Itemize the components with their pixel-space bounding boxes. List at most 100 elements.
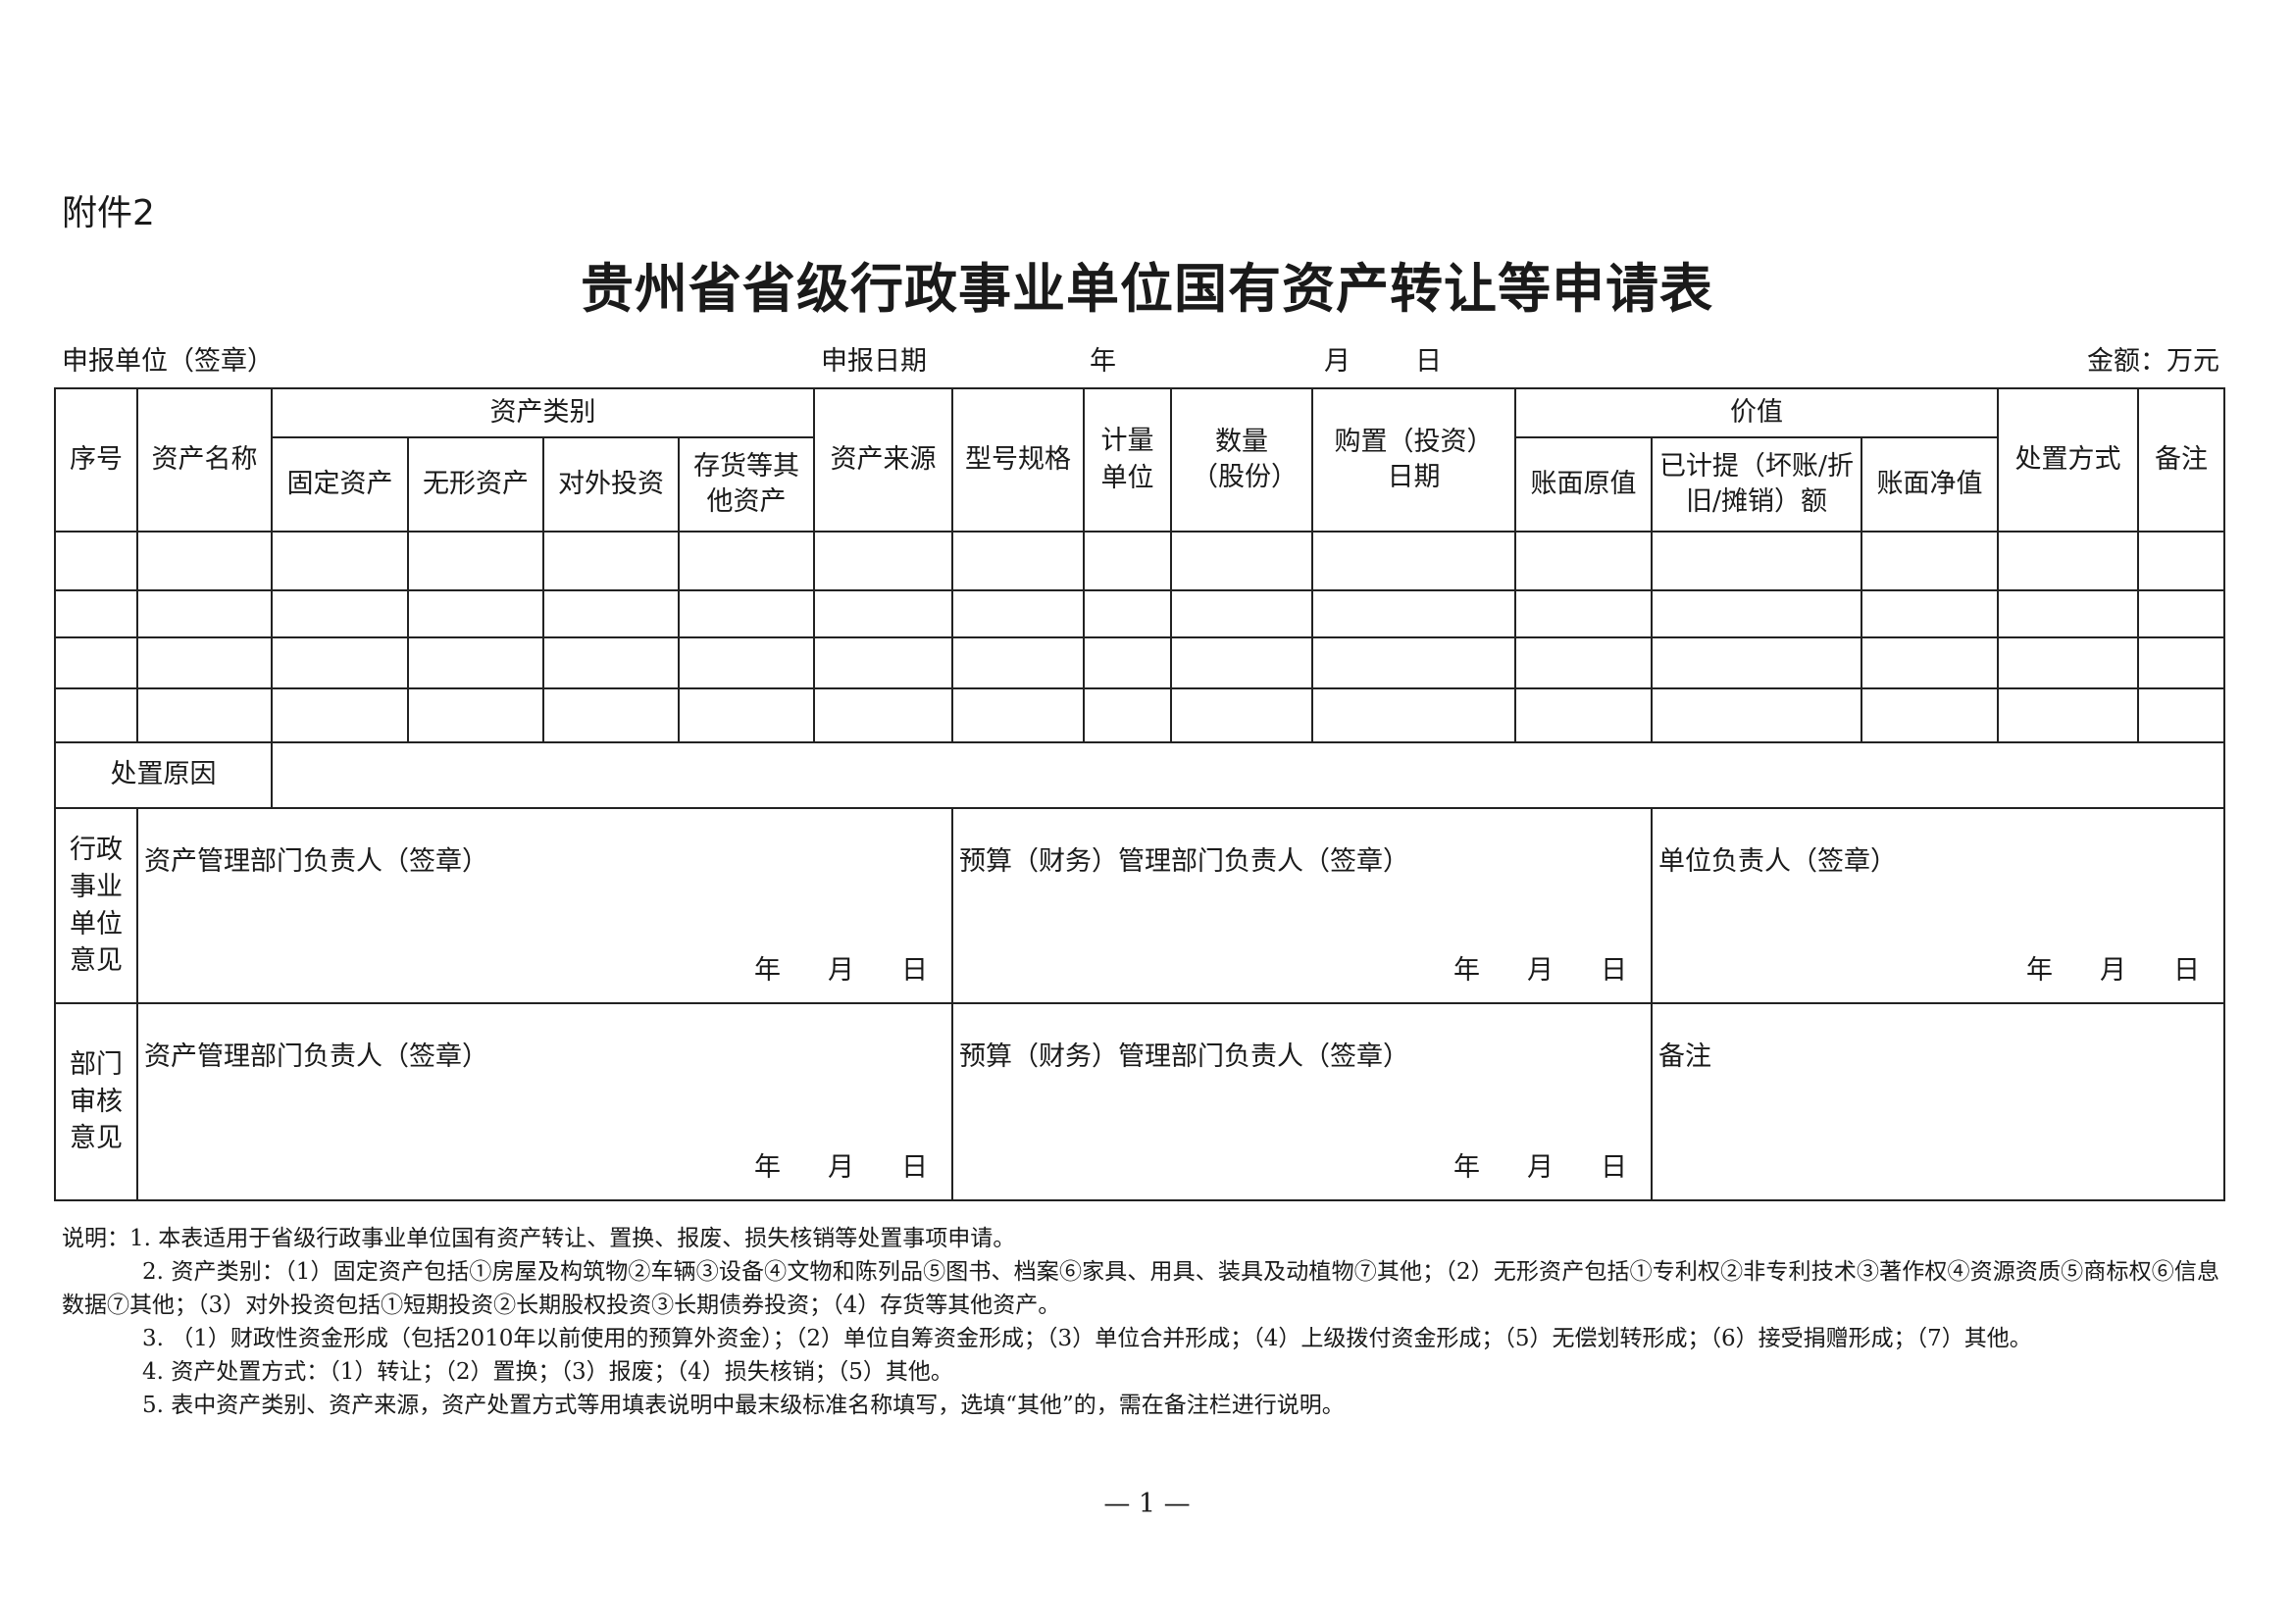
header-value: 价值 (1513, 387, 2000, 438)
table-cell[interactable] (1651, 636, 1862, 689)
header-model-spec: 型号规格 (951, 387, 1085, 533)
table-cell[interactable] (813, 687, 953, 743)
table-cell[interactable] (407, 589, 544, 638)
unit-asset-mgmt-signature[interactable]: 资产管理部门负责人（签章） 年月日 (136, 807, 953, 1004)
table-cell[interactable] (1170, 687, 1313, 743)
table-cell[interactable] (54, 636, 138, 689)
table-cell[interactable] (1311, 636, 1516, 689)
table-cell[interactable] (271, 589, 409, 638)
table-cell[interactable] (951, 687, 1085, 743)
table-cell[interactable] (1083, 687, 1172, 743)
table-cell[interactable] (2137, 589, 2226, 638)
table-cell[interactable] (407, 687, 544, 743)
table-cell[interactable] (1170, 636, 1313, 689)
table-cell[interactable] (1083, 531, 1172, 591)
table-cell[interactable] (542, 687, 680, 743)
signature-date: 年月日 (1453, 1151, 1627, 1183)
form-title: 贵州省省级行政事业单位国有资产转让等申请表 (581, 257, 1713, 320)
table-cell[interactable] (1170, 589, 1313, 638)
dept-budget-mgmt-signature[interactable]: 预算（财务）管理部门负责人（签章） 年月日 (951, 1002, 1653, 1201)
table-cell[interactable] (1083, 636, 1172, 689)
table-cell[interactable] (54, 589, 138, 638)
table-cell[interactable] (1997, 589, 2140, 638)
table-cell[interactable] (407, 531, 544, 591)
attachment-label: 附件2 (62, 193, 155, 233)
table-cell[interactable] (678, 589, 815, 638)
table-cell[interactable] (1651, 589, 1862, 638)
table-cell[interactable] (1170, 531, 1313, 591)
table-cell[interactable] (951, 531, 1085, 591)
table-cell[interactable] (542, 531, 680, 591)
note-4: 4. 资产处置方式：（1）转让；（2）置换；（3）报废；（4）损失核销；（5）其… (142, 1359, 953, 1385)
disposal-reason-row: 处置原因 (54, 741, 2226, 809)
table-cell[interactable] (1311, 589, 1516, 638)
table-cell[interactable] (1651, 531, 1862, 591)
table-cell[interactable] (678, 636, 815, 689)
table-cell[interactable] (1860, 687, 2000, 743)
table-cell[interactable] (1514, 687, 1653, 743)
table-cell[interactable] (271, 687, 409, 743)
table-cell[interactable] (2137, 636, 2226, 689)
table-cell[interactable] (1311, 531, 1516, 591)
table-cell[interactable] (271, 531, 409, 591)
signature-date: 年月日 (754, 954, 928, 986)
table-cell[interactable] (1514, 636, 1653, 689)
table-row (54, 531, 2226, 591)
note-3: 3. （1）财政性资金形成（包括2010年以前使用的预算外资金）；（2）单位自筹… (142, 1326, 2032, 1351)
disposal-reason-field[interactable] (270, 741, 2226, 809)
remarks-label: 备注 (1658, 1041, 1711, 1072)
table-cell[interactable] (271, 636, 409, 689)
table-cell[interactable] (542, 636, 680, 689)
table-cell[interactable] (1083, 589, 1172, 638)
table-cell[interactable] (1860, 636, 2000, 689)
table-cell[interactable] (813, 589, 953, 638)
table-cell[interactable] (678, 687, 815, 743)
header-book-net: 账面净值 (1860, 436, 2000, 533)
table-cell[interactable] (54, 531, 138, 591)
header-row-2: 固定资产 无形资产 对外投资 存货等其他资产 账面原值 已计提（坏账/折旧/摊销… (55, 436, 2224, 533)
date-day-label: 日 (1415, 346, 1442, 377)
table-cell[interactable] (136, 636, 273, 689)
signature-label: 资产管理部门负责人（签章） (144, 1041, 488, 1072)
note-5: 5. 表中资产类别、资产来源，资产处置方式等用填表说明中最末级标准名称填写，选填… (142, 1393, 1345, 1418)
unit-opinion-row: 行政事业单位意见 资产管理部门负责人（签章） 年月日 预算（财务）管理部门负责人… (54, 807, 2226, 1004)
unit-opinion-label: 行政事业单位意见 (54, 807, 138, 1004)
dept-remarks[interactable]: 备注 (1650, 1002, 2226, 1201)
table-cell[interactable] (813, 531, 953, 591)
header-row-1: 序号 资产名称 资产类别 资产来源 型号规格 计量单位 数量（股份） 购置（投资… (54, 387, 2226, 533)
table-cell[interactable] (54, 687, 138, 743)
application-form-table: 序号 资产名称 资产类别 资产来源 型号规格 计量单位 数量（股份） 购置（投资… (54, 387, 2226, 1201)
table-cell[interactable] (136, 589, 273, 638)
header-asset-name: 资产名称 (136, 387, 273, 533)
table-cell[interactable] (1997, 687, 2140, 743)
table-cell[interactable] (1860, 589, 2000, 638)
table-cell[interactable] (2137, 687, 2226, 743)
table-cell[interactable] (951, 636, 1085, 689)
table-cell[interactable] (1651, 687, 1862, 743)
table-cell[interactable] (1311, 687, 1516, 743)
table-cell[interactable] (951, 589, 1085, 638)
table-cell[interactable] (1997, 636, 2140, 689)
table-cell[interactable] (1860, 531, 2000, 591)
table-cell[interactable] (1514, 589, 1653, 638)
table-cell[interactable] (407, 636, 544, 689)
unit-budget-mgmt-signature[interactable]: 预算（财务）管理部门负责人（签章） 年月日 (951, 807, 1653, 1004)
table-cell[interactable] (678, 531, 815, 591)
table-cell[interactable] (136, 531, 273, 591)
table-row (54, 636, 2226, 689)
header-book-original: 账面原值 (1514, 436, 1653, 533)
table-cell[interactable] (136, 687, 273, 743)
signature-label: 资产管理部门负责人（签章） (144, 846, 488, 877)
application-date-label: 申报日期 (821, 346, 927, 377)
applicant-unit-label: 申报单位（签章） (62, 346, 274, 377)
dept-asset-mgmt-signature[interactable]: 资产管理部门负责人（签章） 年月日 (136, 1002, 953, 1201)
disposal-reason-label: 处置原因 (54, 741, 273, 809)
table-cell[interactable] (1997, 531, 2140, 591)
table-cell[interactable] (813, 636, 953, 689)
table-cell[interactable] (542, 589, 680, 638)
unit-head-signature[interactable]: 单位负责人（签章） 年月日 (1650, 807, 2226, 1004)
header-asset-category: 资产类别 (271, 387, 815, 438)
table-cell[interactable] (2137, 531, 2226, 591)
table-cell[interactable] (1514, 531, 1653, 591)
date-month-label: 月 (1324, 346, 1351, 377)
